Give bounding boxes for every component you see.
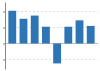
- tick-mark: [3, 28, 5, 29]
- bar: [8, 11, 16, 44]
- bar: [42, 27, 50, 44]
- y-axis: [3, 3, 6, 70]
- grid-line: [5, 59, 98, 60]
- plot-area: [3, 3, 98, 70]
- grid-line: [5, 11, 98, 12]
- tick: [3, 12, 5, 13]
- bar: [20, 19, 28, 44]
- chart: [0, 0, 100, 71]
- tick: [3, 28, 5, 29]
- bar: [53, 43, 61, 63]
- tick: [3, 59, 5, 60]
- bar: [31, 16, 39, 44]
- grid: [5, 12, 98, 60]
- bars: [8, 11, 94, 64]
- bar: [64, 27, 72, 44]
- axis-line: [5, 3, 6, 70]
- bar: [87, 26, 95, 44]
- bar: [76, 20, 84, 43]
- tick: [3, 43, 5, 44]
- grid-line: [5, 43, 98, 44]
- tick-mark: [3, 59, 5, 60]
- grid-line: [5, 27, 98, 28]
- tick-mark: [3, 12, 5, 13]
- tick-mark: [3, 43, 5, 44]
